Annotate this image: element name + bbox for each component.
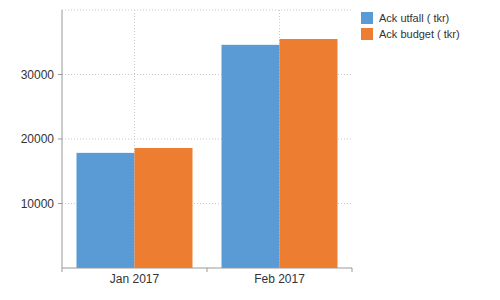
x-tick-label: Feb 2017 [254, 272, 305, 286]
x-tick [207, 268, 208, 272]
y-tick [58, 139, 62, 140]
range-top-line [62, 10, 352, 11]
bar [280, 39, 338, 268]
bar [135, 148, 193, 268]
y-tick [58, 74, 62, 75]
x-tick [352, 268, 353, 272]
x-tick-label: Jan 2017 [110, 272, 160, 286]
legend-label: Ack budget ( tkr) [379, 28, 460, 40]
legend-label: Ack utfall ( tkr) [379, 12, 449, 24]
y-tick [58, 203, 62, 204]
y-tick-label: 20000 [21, 132, 55, 146]
y-tick-label: 10000 [21, 197, 55, 211]
bar [77, 153, 135, 268]
chart: 10000 20000 30000 Jan 2017 Feb 2017 Ack utfal… [0, 0, 500, 300]
bar [222, 45, 280, 268]
bars [77, 39, 338, 268]
x-tick [62, 268, 63, 272]
y-tick-label: 30000 [21, 68, 55, 82]
legend-swatch [361, 28, 373, 40]
legend: Ack utfall ( tkr) Ack budget ( tkr) [361, 12, 460, 40]
grid [62, 10, 352, 268]
legend-swatch [361, 12, 373, 24]
